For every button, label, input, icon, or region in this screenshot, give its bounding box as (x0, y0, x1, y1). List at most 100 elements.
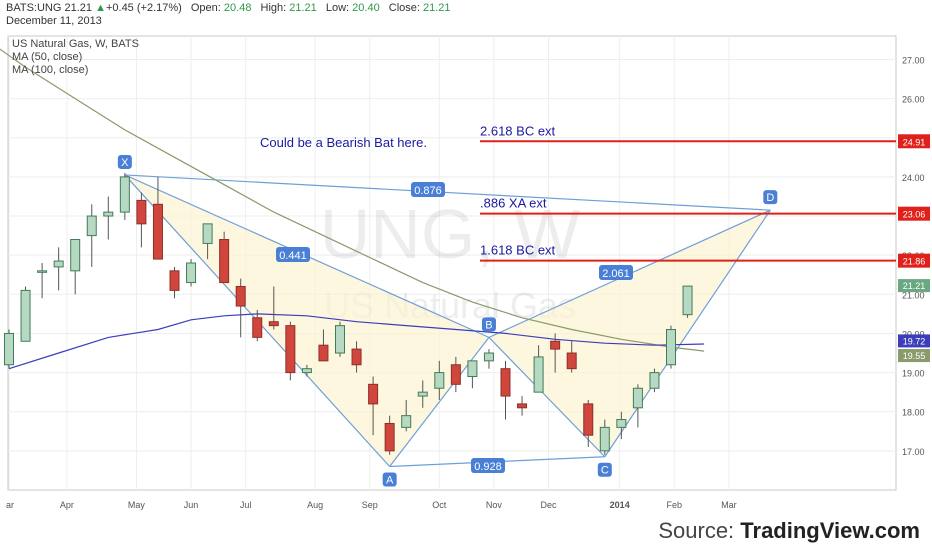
candle-12 (202, 223, 213, 260)
price-axis[interactable]: 17.0018.0019.0020.0021.0022.0023.0024.00… (898, 55, 930, 457)
ratio-badge (471, 458, 505, 473)
candle-body (533, 356, 544, 393)
ratio-label-3: 2.061 (599, 265, 633, 280)
candle-body (152, 203, 163, 260)
candle-body (20, 289, 31, 342)
ratio-value: 2.061 (602, 268, 630, 280)
candle-body (351, 348, 362, 366)
candle-body (682, 285, 693, 316)
close-label: Close: (388, 2, 420, 14)
legend-ma50: MA (50, close) (12, 51, 82, 63)
source-brand: TradingView.com (740, 518, 920, 543)
candles (4, 172, 693, 455)
ratio-badge (411, 182, 445, 197)
y-tick-0: 17.00 (902, 447, 925, 457)
candle-body (384, 422, 395, 452)
pattern-leg-BC (488, 336, 606, 458)
point-letter: D (766, 192, 774, 204)
candle-39 (649, 368, 660, 393)
point-label-D: D (763, 190, 778, 205)
pattern-fill-xab (124, 174, 489, 467)
x-tick-5: Aug (307, 500, 323, 510)
level-tag-0 (898, 134, 930, 149)
candle-body (169, 270, 180, 291)
candle-body (616, 419, 627, 428)
candle-body (467, 360, 478, 377)
point-label-A: A (382, 472, 397, 487)
candle-body (235, 285, 246, 307)
candle-body (53, 260, 64, 268)
candle-11 (186, 259, 197, 287)
candle-body (285, 325, 296, 374)
point-badge (481, 317, 496, 332)
candle-body (70, 239, 81, 272)
candle-40 (666, 325, 676, 369)
level-text-0: 2.618 BC ext (480, 123, 556, 138)
point-letter: C (601, 465, 609, 477)
candle-31 (517, 396, 528, 416)
candle-28 (467, 360, 478, 389)
moving-averages (0, 48, 705, 370)
candle-body (599, 426, 610, 452)
candle-body (119, 176, 130, 213)
candle-23 (384, 415, 395, 455)
candle-24 (401, 399, 412, 432)
price-tag-1 (898, 334, 930, 348)
candle-41 (682, 285, 693, 318)
ratio-value: 0.441 (279, 250, 307, 262)
candle-9 (152, 176, 163, 260)
candle-7 (119, 172, 130, 220)
x-tick-4: Jul (240, 500, 252, 510)
candle-37 (616, 411, 627, 440)
y-tick-2: 19.00 (902, 369, 925, 379)
candle-body (368, 383, 379, 405)
candle-27 (450, 356, 461, 393)
candle-14 (235, 278, 246, 338)
candle-body (666, 329, 676, 366)
candle-body (417, 391, 428, 397)
candle-4 (70, 239, 81, 295)
y-tick-1: 18.00 (902, 408, 925, 418)
candle-body (649, 372, 660, 389)
price-tag-text-1: 19.72 (903, 336, 926, 346)
open-value: 20.48 (223, 2, 252, 14)
candle-38 (632, 384, 643, 428)
candle-6 (103, 196, 114, 240)
plot-area (7, 35, 897, 491)
point-badge (382, 472, 397, 487)
ratio-badge (599, 265, 633, 280)
close-value: 21.21 (423, 2, 451, 14)
candle-body (450, 364, 461, 385)
candle-body (500, 368, 511, 397)
low-value: 20.40 (352, 2, 380, 14)
x-tick-11: Feb (667, 500, 683, 510)
candle-body (401, 415, 412, 428)
candle-body (566, 352, 577, 370)
x-tick-9: Dec (541, 500, 558, 510)
symbol-header: BATS:UNG 21.21 ▲+0.45 (+2.17%) Open: 20.… (6, 2, 451, 28)
point-badge (597, 462, 612, 477)
ratio-badge (276, 247, 310, 262)
x-tick-10: 2014 (610, 500, 630, 510)
candle-17 (285, 321, 296, 381)
ratio-label-1: 0.441 (276, 247, 310, 262)
candle-body (219, 239, 230, 284)
candle-body (103, 211, 114, 217)
price-tag-2 (898, 349, 930, 363)
candle-body (583, 403, 594, 436)
ratio-value: 0.928 (474, 461, 502, 473)
y-tick-10: 27.00 (902, 55, 925, 65)
level-text-1: .886 XA ext (480, 196, 547, 211)
candle-body (252, 317, 263, 338)
level-lines: 2.618 BC ext .886 XA ext 1.618 BC ext (480, 123, 896, 262)
annotation-text: Could be a Bearish Bat here. (260, 135, 427, 150)
candle-body (434, 372, 445, 389)
candle-35 (583, 399, 594, 447)
legend-ma100: MA (100, close) (12, 64, 88, 76)
x-tick-1: Apr (60, 500, 74, 510)
time-axis[interactable]: ar Apr May Jun Jul Aug Sep Oct Nov Dec 2014 Feb Mar (6, 500, 737, 510)
candle-body (301, 368, 312, 374)
pattern-leg-CD (604, 209, 771, 458)
candle-body (268, 321, 279, 327)
